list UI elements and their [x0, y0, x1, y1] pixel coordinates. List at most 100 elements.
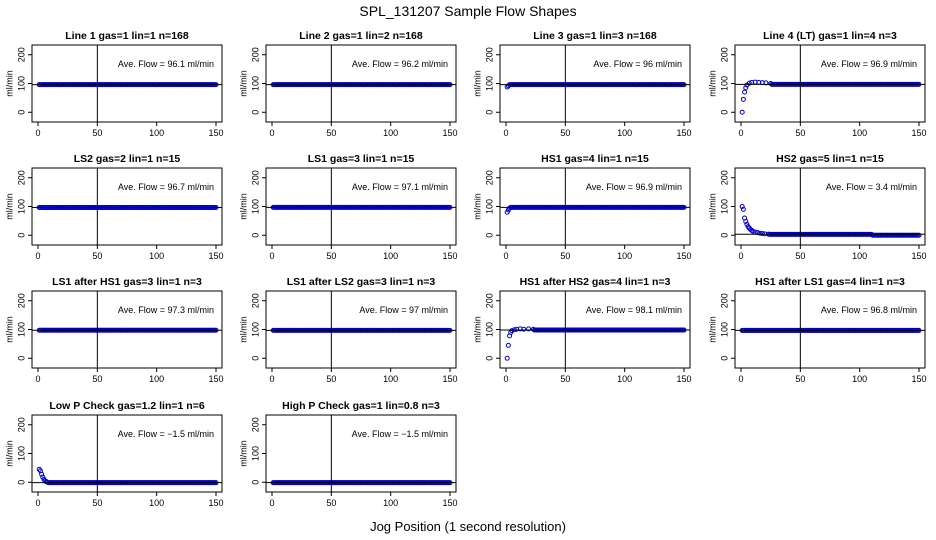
y-tick-label: 0	[16, 480, 26, 485]
x-tick-label: 150	[442, 498, 457, 508]
x-tick-label: 50	[92, 251, 102, 261]
data-point	[757, 230, 763, 236]
y-tick-label: 100	[250, 322, 260, 337]
x-tick-label: 150	[676, 374, 691, 384]
data-point	[740, 96, 746, 102]
x-tick-label: 100	[383, 498, 398, 508]
y-tick-label: 200	[484, 47, 494, 62]
y-axis-label: ml/min	[238, 440, 248, 467]
y-tick-label: 0	[250, 233, 260, 238]
x-tick-label: 100	[852, 128, 867, 138]
panel-title: LS1 after HS1 gas=3 lin=1 n=3	[52, 276, 202, 288]
x-tick-label: 50	[795, 128, 805, 138]
y-axis-label: ml/min	[472, 193, 482, 220]
panel-5: LS2 gas=2 lin=1 n=15 Ave. Flow = 96.7 ml/…	[4, 153, 223, 261]
data-point	[742, 89, 748, 95]
x-tick-label: 0	[269, 498, 274, 508]
x-tick-label: 50	[326, 251, 336, 261]
y-tick-label: 0	[484, 233, 494, 238]
y-tick-label: 0	[484, 356, 494, 361]
x-tick-label: 150	[676, 128, 691, 138]
data-point	[521, 326, 527, 332]
average-annotation: Ave. Flow = 97 ml/min	[359, 305, 448, 315]
x-tick-label: 150	[208, 251, 223, 261]
panel-title: Line 4 (LT) gas=1 lin=4 n=3	[763, 30, 897, 42]
y-tick-label: 0	[16, 110, 26, 115]
y-tick-label: 100	[16, 76, 26, 91]
y-tick-label: 200	[16, 170, 26, 185]
data-point	[743, 218, 749, 224]
panel-13: Low P Check gas=1.2 lin=1 n=6 Ave. Flow =…	[4, 400, 223, 508]
x-tick-label: 50	[560, 374, 570, 384]
y-axis-label: ml/min	[238, 316, 248, 343]
y-axis-label: ml/min	[4, 440, 14, 467]
x-tick-label: 50	[326, 498, 336, 508]
panel-11: HS1 after HS2 gas=4 lin=1 n=3 Ave. Flow =…	[472, 276, 691, 384]
x-tick-label: 150	[442, 251, 457, 261]
panel-10: LS1 after LS2 gas=3 lin=1 n=3 Ave. Flow =…	[238, 276, 457, 384]
y-tick-label: 200	[484, 293, 494, 308]
y-tick-label: 100	[16, 199, 26, 214]
x-tick-label: 100	[383, 128, 398, 138]
x-tick-label: 100	[617, 128, 632, 138]
x-tick-label: 0	[738, 251, 743, 261]
x-tick-label: 0	[269, 374, 274, 384]
x-tick-label: 100	[383, 251, 398, 261]
average-annotation: Ave. Flow = 97.3 ml/min	[118, 305, 214, 315]
panel-8: HS2 gas=5 lin=1 n=15 Ave. Flow = 3.4 ml/m…	[707, 153, 926, 261]
y-axis-label: ml/min	[472, 316, 482, 343]
x-tick-label: 50	[326, 128, 336, 138]
average-annotation: Ave. Flow = −1.5 ml/min	[118, 429, 214, 439]
y-tick-label: 0	[719, 110, 729, 115]
y-axis-label: ml/min	[4, 316, 14, 343]
x-tick-label: 150	[676, 251, 691, 261]
average-annotation: Ave. Flow = 96.8 ml/min	[821, 305, 917, 315]
panel-title: HS1 gas=4 lin=1 n=15	[541, 153, 649, 165]
y-tick-label: 200	[484, 170, 494, 185]
panel-title: HS1 after HS2 gas=4 lin=1 n=3	[520, 276, 671, 288]
panel-4: Line 4 (LT) gas=1 lin=4 n=3 Ave. Flow = 9…	[707, 30, 926, 138]
x-tick-label: 150	[442, 374, 457, 384]
figure-title: SPL_131207 Sample Flow Shapes	[359, 3, 577, 19]
average-annotation: Ave. Flow = 96 ml/min	[593, 59, 682, 69]
panel-14: High P Check gas=1 lin=0.8 n=3 Ave. Flow …	[238, 400, 457, 508]
y-tick-label: 200	[250, 170, 260, 185]
x-tick-label: 100	[149, 374, 164, 384]
x-tick-label: 100	[149, 498, 164, 508]
y-tick-label: 100	[484, 199, 494, 214]
y-tick-label: 0	[484, 110, 494, 115]
y-axis-label: ml/min	[707, 70, 717, 97]
y-tick-label: 100	[719, 199, 729, 214]
data-point	[505, 342, 511, 348]
x-tick-label: 150	[208, 128, 223, 138]
x-tick-label: 0	[269, 251, 274, 261]
data-point	[39, 471, 45, 477]
panel-title: Line 2 gas=1 lin=2 n=168	[299, 30, 423, 42]
panel-1: Line 1 gas=1 lin=1 n=168 Ave. Flow = 96.1…	[4, 30, 223, 138]
data-point	[739, 204, 745, 209]
y-tick-label: 100	[16, 322, 26, 337]
panel-title: HS1 after LS1 gas=4 lin=1 n=3	[755, 276, 905, 288]
y-axis-label: ml/min	[4, 193, 14, 220]
y-tick-label: 200	[16, 47, 26, 62]
y-tick-label: 100	[250, 446, 260, 461]
data-point	[763, 80, 769, 86]
x-tick-label: 0	[503, 128, 508, 138]
panel-2: Line 2 gas=1 lin=2 n=168 Ave. Flow = 96.2…	[238, 30, 457, 138]
x-tick-label: 50	[92, 128, 102, 138]
data-point	[739, 109, 745, 115]
y-axis-label: ml/min	[4, 70, 14, 97]
panel-3: Line 3 gas=1 lin=3 n=168 Ave. Flow = 96 m…	[472, 30, 691, 138]
average-annotation: Ave. Flow = 96.9 ml/min	[586, 182, 682, 192]
x-tick-label: 150	[208, 498, 223, 508]
x-tick-label: 0	[503, 251, 508, 261]
x-tick-label: 50	[795, 374, 805, 384]
x-tick-label: 0	[35, 128, 40, 138]
panel-title: HS2 gas=5 lin=1 n=15	[776, 153, 884, 165]
panel-title: Line 1 gas=1 lin=1 n=168	[65, 30, 189, 42]
x-tick-label: 0	[35, 374, 40, 384]
x-tick-label: 0	[738, 128, 743, 138]
x-tick-label: 100	[383, 374, 398, 384]
